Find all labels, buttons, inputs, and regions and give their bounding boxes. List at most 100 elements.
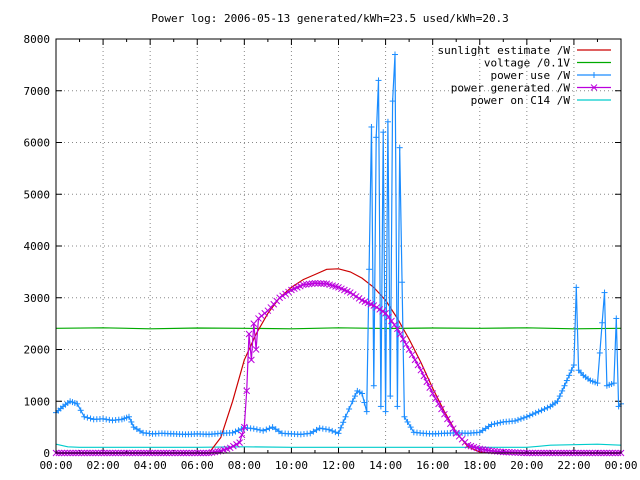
plus-marker	[368, 123, 375, 130]
plus-marker	[133, 426, 140, 433]
plus-marker	[313, 426, 320, 433]
plus-marker	[561, 382, 568, 389]
plus-marker	[544, 404, 551, 411]
series-power-use-w	[53, 51, 624, 438]
cross-marker	[444, 415, 451, 423]
plus-marker	[517, 415, 524, 422]
plus-marker	[375, 77, 382, 84]
y-tick-label: 3000	[24, 292, 51, 305]
plus-marker	[351, 393, 358, 400]
plus-marker	[359, 390, 366, 397]
plus-marker	[610, 380, 617, 387]
y-tick-label: 0	[43, 447, 50, 460]
x-tick-label: 02:00	[87, 459, 120, 472]
plus-marker	[316, 425, 323, 432]
cross-marker	[373, 304, 381, 311]
x-tick-label: 20:00	[510, 459, 543, 472]
data-series	[52, 51, 625, 457]
plus-marker	[319, 425, 326, 432]
plus-marker	[382, 408, 389, 415]
plus-marker	[538, 407, 545, 414]
plus-marker	[81, 413, 88, 420]
cross-marker	[414, 361, 422, 369]
cross-marker	[314, 280, 322, 287]
y-tick-label: 1000	[24, 395, 51, 408]
x-tick-label: 06:00	[181, 459, 214, 472]
cross-marker	[435, 400, 442, 408]
cross-marker	[399, 335, 407, 343]
plus-marker	[272, 426, 279, 433]
x-tick-label: 00:00	[604, 459, 637, 472]
plus-marker	[337, 424, 344, 431]
cross-marker	[441, 410, 448, 418]
plus-marker	[601, 289, 608, 296]
legend-item: power use /W	[491, 69, 611, 82]
x-tick-label: 10:00	[275, 459, 308, 472]
plus-marker	[563, 377, 570, 384]
cross-marker	[382, 309, 389, 317]
cross-marker	[394, 325, 401, 333]
cross-marker	[438, 405, 445, 413]
plus-marker	[373, 134, 380, 141]
plus-marker	[529, 411, 536, 418]
plus-marker	[407, 424, 414, 431]
y-tick-label: 7000	[24, 85, 51, 98]
plus-marker	[329, 427, 336, 434]
cross-marker	[226, 444, 234, 452]
plus-marker	[106, 416, 113, 423]
plus-marker	[253, 426, 260, 433]
plus-marker	[573, 284, 580, 291]
cross-marker	[379, 307, 386, 315]
cross-marker	[388, 317, 395, 325]
axis-ticks: 0 1000 2000 3000 4000 5000 6000 7000 8000 00:00 02…	[24, 33, 638, 472]
cross-marker	[405, 346, 413, 353]
cross-marker	[391, 321, 398, 329]
cross-marker	[420, 372, 428, 380]
cross-marker	[429, 390, 437, 397]
cross-marker	[317, 280, 325, 287]
cross-marker	[505, 448, 513, 456]
plus-marker	[229, 429, 236, 436]
cross-marker	[276, 294, 283, 302]
plus-marker	[266, 425, 273, 432]
plus-marker	[257, 427, 264, 434]
x-tick-label: 14:00	[369, 459, 402, 472]
plus-marker	[515, 416, 522, 423]
cross-marker	[385, 313, 392, 321]
plus-marker	[346, 406, 353, 413]
plus-marker	[389, 98, 396, 105]
x-tick-label: 04:00	[134, 459, 167, 472]
plus-marker	[568, 367, 575, 374]
plus-marker	[87, 415, 94, 422]
y-tick-label: 8000	[24, 33, 51, 46]
cross-marker	[352, 293, 360, 300]
legend-item: sunlight estimate /W	[438, 44, 611, 57]
plus-marker	[591, 72, 597, 78]
series-line	[55, 443, 622, 448]
cross-marker	[449, 425, 457, 432]
plus-marker	[404, 418, 411, 425]
plus-marker	[387, 393, 394, 400]
cross-marker	[511, 449, 519, 456]
plus-marker	[77, 407, 84, 414]
plus-marker	[401, 413, 408, 420]
plus-marker	[128, 418, 135, 425]
plus-marker	[613, 315, 620, 322]
plus-marker	[523, 413, 530, 420]
plus-marker	[335, 430, 342, 437]
plus-marker	[556, 393, 563, 400]
plus-marker	[494, 420, 501, 427]
cross-marker	[376, 306, 384, 313]
plus-marker	[349, 398, 356, 405]
cross-marker	[508, 448, 516, 456]
plus-marker	[377, 403, 384, 410]
x-tick-label: 00:00	[39, 459, 72, 472]
plus-marker	[396, 144, 403, 151]
legend-label: voltage /0.1V	[484, 57, 570, 70]
chart-title: Power log: 2006-05-13 generated/kWh=23.5…	[151, 12, 509, 25]
plus-marker	[366, 266, 373, 273]
y-tick-label: 5000	[24, 188, 51, 201]
plus-marker	[532, 409, 539, 416]
